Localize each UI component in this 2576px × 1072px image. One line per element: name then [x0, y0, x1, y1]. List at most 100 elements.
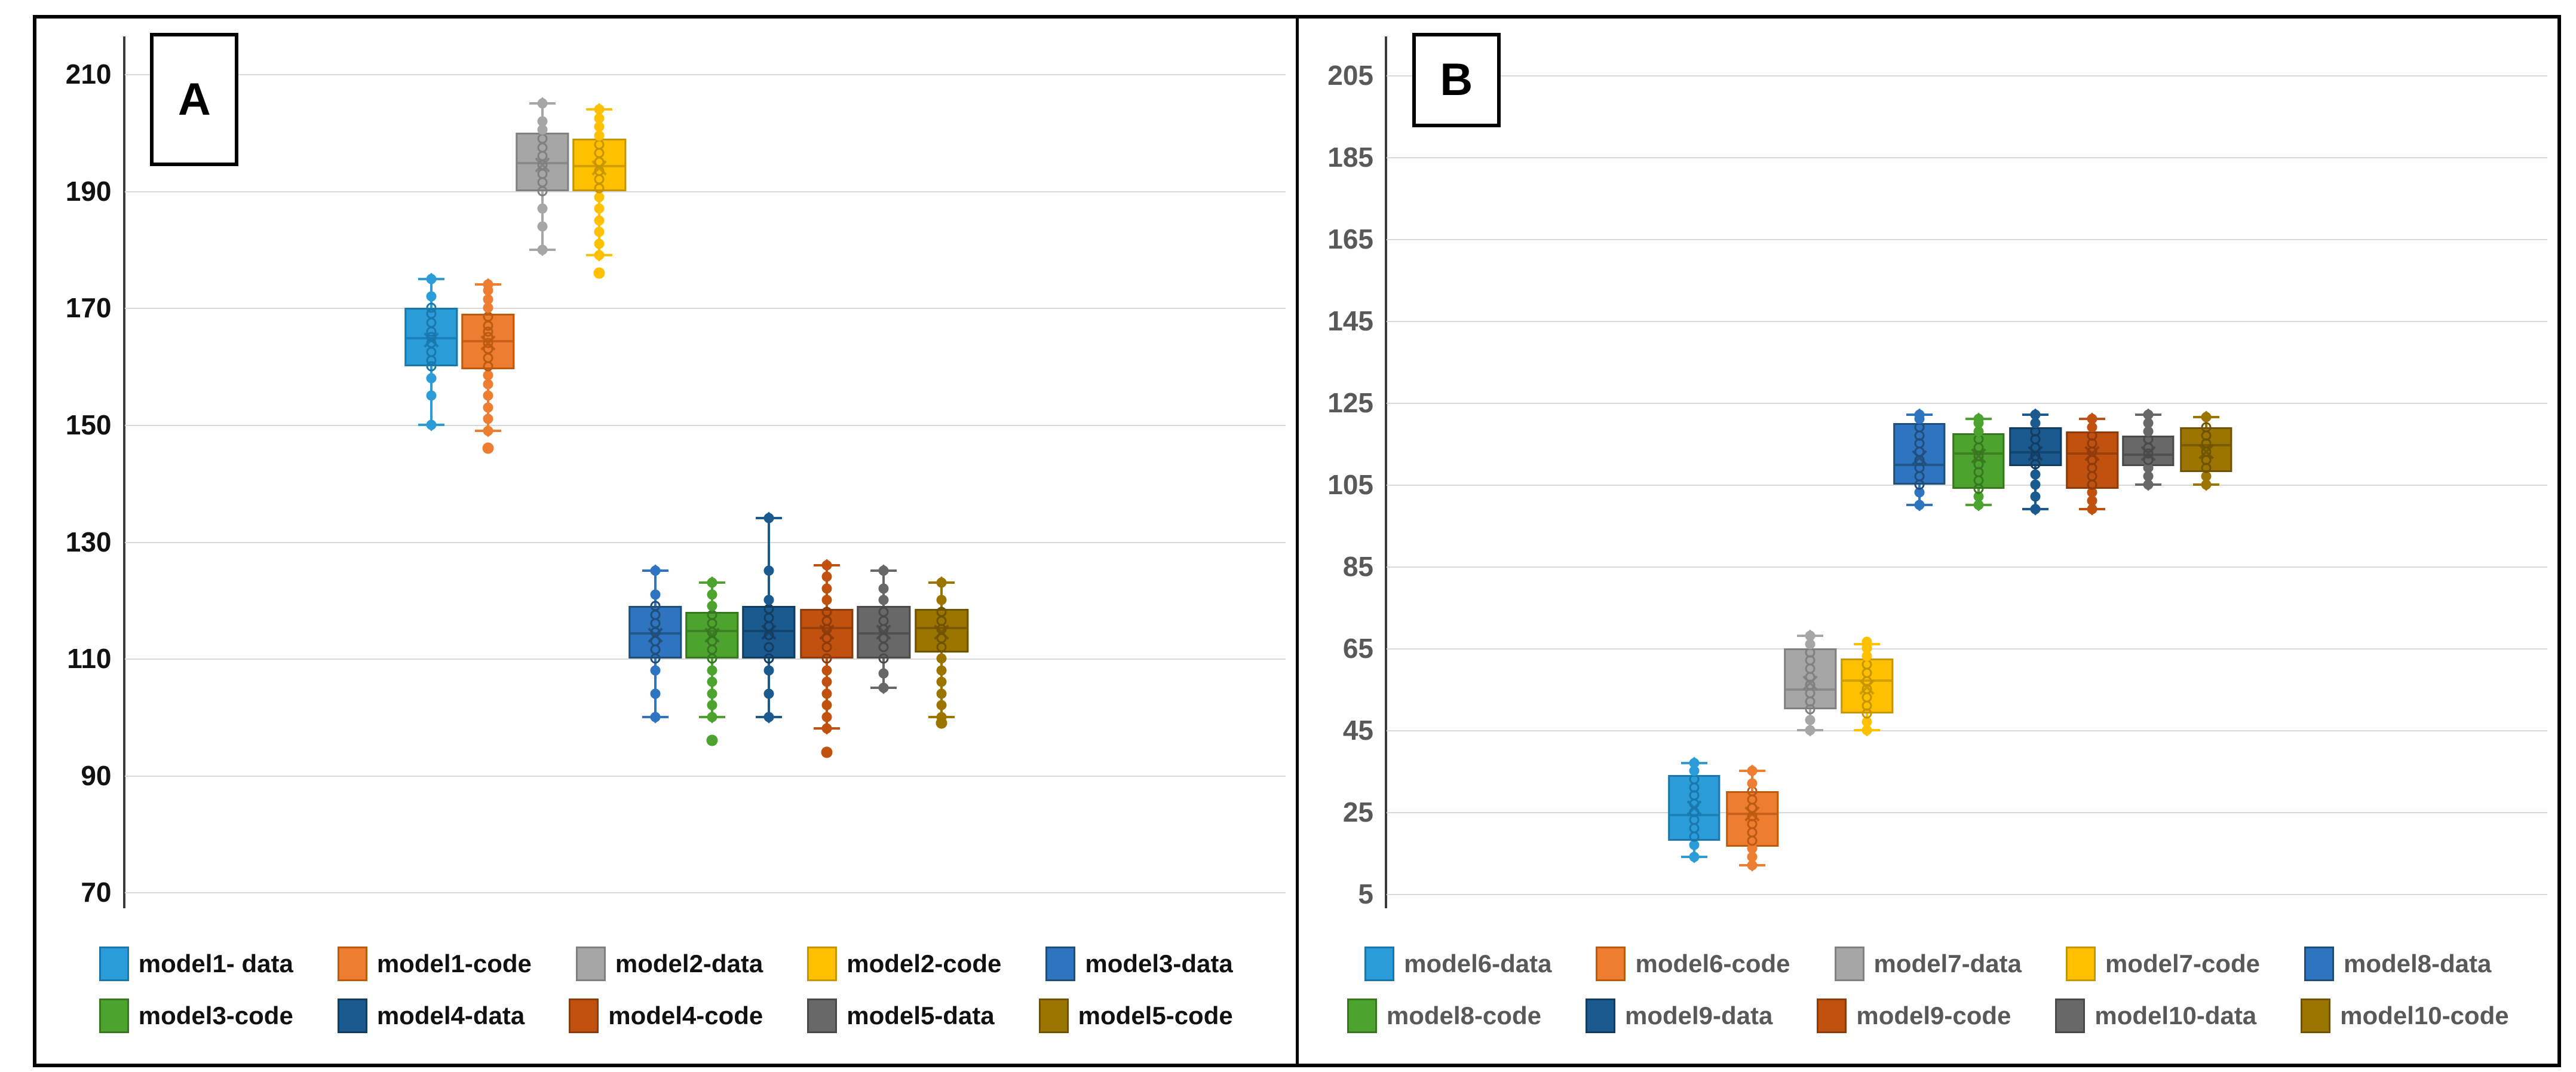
data-point: [2143, 409, 2154, 420]
y-tick-label: 65: [1342, 632, 1374, 664]
data-point: [1689, 852, 1700, 862]
legend-color-swatch-icon: [337, 999, 367, 1034]
data-point: [878, 607, 889, 617]
data-point: [1747, 765, 1758, 776]
gridline: [1387, 402, 2548, 404]
legend-label: model3-code: [138, 1001, 293, 1030]
data-point: [426, 355, 436, 366]
gridline: [124, 424, 1286, 426]
legend-color-swatch-icon: [99, 999, 129, 1034]
data-point: [2201, 471, 2212, 482]
legend-label: model1- data: [138, 949, 293, 978]
legend-label: model6-data: [1404, 949, 1552, 978]
data-point: [878, 642, 889, 653]
legend-label: model5-data: [847, 1001, 995, 1030]
data-point: [594, 192, 605, 203]
data-point: [821, 642, 832, 653]
data-point: [483, 311, 493, 322]
legend-label: model3-data: [1085, 949, 1233, 978]
legend-color-swatch-icon: [1817, 999, 1847, 1034]
legend-color-swatch-icon: [1596, 946, 1626, 981]
data-point: [936, 577, 947, 588]
data-point: [763, 653, 774, 664]
legend-label: model9-data: [1624, 1001, 1773, 1030]
legend-color-swatch-icon: [807, 999, 838, 1034]
legend-item-model9-code: model9-code: [1817, 999, 2011, 1034]
data-point: [650, 589, 661, 600]
data-point: [707, 577, 717, 588]
data-point: [821, 607, 832, 617]
legend-label: model10-code: [2340, 1001, 2509, 1030]
data-point: [483, 425, 493, 436]
gridline: [1387, 320, 2548, 322]
data-point: [763, 595, 774, 605]
data-point: [2143, 463, 2154, 473]
data-point: [1689, 758, 1700, 768]
data-point: [1747, 778, 1758, 789]
gridline: [124, 308, 1286, 310]
legend-color-swatch-icon: [337, 946, 367, 981]
data-point: [1862, 651, 1872, 661]
data-point: [707, 712, 717, 722]
gridline: [1387, 238, 2548, 240]
data-point: [537, 203, 548, 214]
data-point: [763, 642, 774, 653]
data-point: [594, 148, 605, 158]
legend-row-2: model8-code model9-data model9-code model10…: [1299, 997, 2558, 1035]
data-point: [594, 139, 605, 150]
data-point: [2030, 479, 2041, 490]
data-point: [1747, 852, 1758, 862]
y-tick-label: 145: [1327, 305, 1374, 336]
data-point: [2143, 418, 2154, 428]
legend-color-swatch-icon: [807, 946, 838, 981]
data-point: [426, 291, 436, 302]
data-point: [594, 215, 605, 226]
data-point: [763, 565, 774, 576]
data-point: [2087, 422, 2097, 433]
data-point: [537, 142, 548, 152]
y-tick-label: 45: [1342, 714, 1374, 746]
gridline: [124, 74, 1286, 76]
data-point: [426, 317, 436, 328]
legend-label: model6-code: [1635, 949, 1790, 978]
legend-label: model2-data: [615, 949, 763, 978]
mean-x-marker: [590, 158, 609, 177]
mean-x-marker: [1743, 804, 1762, 823]
gridline: [1387, 566, 2548, 568]
gridline: [124, 658, 1286, 660]
gridline: [1387, 811, 2548, 813]
legend-color-swatch-icon: [1364, 946, 1395, 981]
data-point: [650, 644, 661, 655]
data-point: [483, 390, 493, 401]
legend-color-swatch-icon: [2055, 999, 2086, 1034]
data-point: [2087, 487, 2097, 498]
data-point: [878, 653, 889, 664]
legend-color-swatch-icon: [1585, 999, 1615, 1034]
data-point: [936, 653, 947, 664]
legend-item-model8-code: model8-code: [1347, 999, 1541, 1034]
panel-b: B 205 185 165 145 125 105 85 65 45 25 5 model6-dat…: [1298, 19, 2558, 1064]
mean-x-marker: [479, 333, 498, 353]
data-point: [1747, 860, 1758, 871]
data-point: [1914, 487, 1925, 498]
gridline: [1387, 648, 2548, 650]
y-tick-label: 130: [65, 526, 112, 558]
data-point: [1973, 414, 1984, 424]
y-tick-label: 90: [81, 759, 112, 791]
y-tick-label: 125: [1327, 387, 1374, 418]
data-point: [426, 274, 436, 284]
data-point: [483, 320, 493, 331]
data-point: [936, 595, 947, 605]
legend-label: model7-code: [2105, 949, 2260, 978]
data-point: [763, 513, 774, 523]
data-point: [650, 653, 661, 664]
legend-item-model6-data: model6-data: [1364, 946, 1552, 981]
data-point: [821, 676, 832, 687]
data-point: [2030, 504, 2041, 514]
data-point: [594, 238, 605, 249]
y-axis-line: [122, 36, 125, 908]
data-point: [537, 116, 548, 126]
data-point: [537, 98, 548, 109]
data-point: [2030, 409, 2041, 420]
data-point: [707, 665, 717, 676]
